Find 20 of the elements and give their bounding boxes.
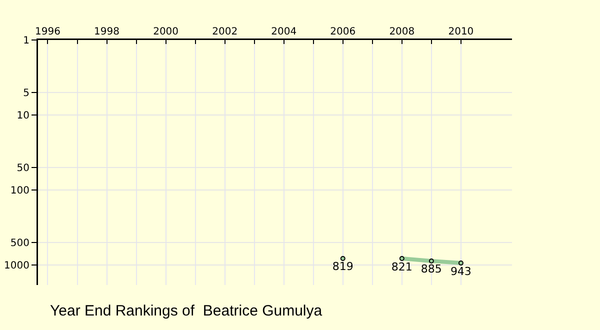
x-tick-label: 1998 xyxy=(94,26,120,38)
y-tick-label: 1000 xyxy=(4,260,30,272)
x-tick-label: 2002 xyxy=(212,26,238,38)
data-label: 819 xyxy=(332,260,354,274)
data-label: 821 xyxy=(391,260,412,274)
x-tick-label: 2004 xyxy=(271,26,297,38)
y-tick-label: 10 xyxy=(16,110,30,122)
y-tick-label: 100 xyxy=(10,185,30,196)
y-tick-label: 5 xyxy=(23,88,30,99)
y-tick-label: 50 xyxy=(16,162,30,174)
data-label: 943 xyxy=(450,264,472,278)
x-tick-label: 2006 xyxy=(330,26,356,38)
y-tick-label: 500 xyxy=(10,238,30,249)
data-label: 885 xyxy=(420,262,442,276)
x-tick-label: 2000 xyxy=(153,26,179,38)
x-tick-label: 1996 xyxy=(35,26,60,38)
text: Year End Rankings of Beatrice Gumulya xyxy=(50,302,323,320)
x-tick-label: 2008 xyxy=(389,26,415,38)
y-tick-label: 1 xyxy=(23,36,30,46)
x-tick-label: 2010 xyxy=(448,26,474,38)
